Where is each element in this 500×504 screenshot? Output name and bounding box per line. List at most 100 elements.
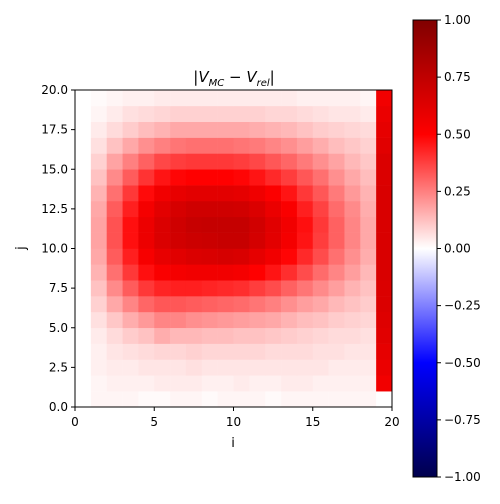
heatmap-cell <box>201 216 218 233</box>
heatmap-cell <box>122 327 139 344</box>
heatmap-cell <box>265 169 282 186</box>
heatmap-cell <box>376 121 393 138</box>
y-tick-label: 2.5 <box>49 360 68 374</box>
heatmap-cell <box>344 137 361 154</box>
heatmap-cell <box>265 343 282 360</box>
heatmap-cell <box>360 105 377 122</box>
heatmap-cell <box>376 327 393 344</box>
heatmap-cell <box>90 232 107 249</box>
heatmap-cell <box>376 391 393 408</box>
heatmap-cell <box>217 137 234 154</box>
heatmap-cell <box>296 296 314 313</box>
heatmap-cell <box>217 375 234 392</box>
heatmap-cell <box>138 121 155 138</box>
heatmap-cell <box>312 375 329 392</box>
x-tick-label: 0 <box>71 415 79 429</box>
heatmap-cell <box>154 169 171 186</box>
heatmap-cell <box>376 296 393 313</box>
heatmap-cell <box>281 105 298 122</box>
heatmap-cell <box>328 105 345 122</box>
heatmap-cell <box>75 343 92 360</box>
heatmap-cell <box>185 185 203 202</box>
heatmap-cell <box>90 359 107 376</box>
heatmap-cell <box>328 232 345 249</box>
heatmap-cell <box>185 375 203 392</box>
heatmap-cell <box>265 296 282 313</box>
heatmap-cell <box>217 105 234 122</box>
heatmap-cell <box>90 169 107 186</box>
heatmap-cell <box>328 391 345 408</box>
heatmap-cell <box>170 264 187 281</box>
heatmap-cell <box>249 185 266 202</box>
heatmap-cell <box>360 311 377 329</box>
heatmap-cell <box>376 153 393 170</box>
heatmap-cell <box>185 90 203 107</box>
heatmap-cell <box>185 311 203 329</box>
heatmap-cell <box>154 343 171 360</box>
heatmap-cell <box>185 391 203 408</box>
heatmap-cell <box>360 153 377 170</box>
y-tick-label: 0.0 <box>49 400 68 414</box>
heatmap-cell <box>376 185 393 202</box>
heatmap-cell <box>90 327 107 344</box>
heatmap-cell <box>106 137 123 154</box>
heatmap-cell <box>154 391 171 408</box>
heatmap-cell <box>296 121 314 138</box>
heatmap-cell <box>265 200 282 218</box>
x-axis-ticks: 0 5 10 15 20 <box>71 407 400 429</box>
heatmap-cell <box>185 280 203 297</box>
heatmap-cell <box>154 327 171 344</box>
heatmap-cell <box>75 153 92 170</box>
heatmap-cell <box>312 343 329 360</box>
heatmap-cell <box>201 375 218 392</box>
heatmap-cell <box>170 185 187 202</box>
x-tick-label: 10 <box>226 415 241 429</box>
heatmap-cell <box>90 296 107 313</box>
heatmap-cell <box>376 137 393 154</box>
heatmap-cell <box>217 280 234 297</box>
title-sub2: rel <box>257 78 270 89</box>
heatmap-cell <box>154 280 171 297</box>
heatmap-cell <box>265 185 282 202</box>
heatmap-cell <box>106 232 123 249</box>
heatmap-cell <box>154 105 171 122</box>
heatmap-cell <box>122 248 139 265</box>
heatmap-cell <box>122 121 139 138</box>
heatmap-cell <box>249 232 266 249</box>
heatmap-cell <box>328 200 345 218</box>
heatmap-cell <box>344 311 361 329</box>
heatmap-cell <box>249 153 266 170</box>
heatmap-cell <box>265 327 282 344</box>
heatmap-cell <box>233 137 250 154</box>
heatmap-cell <box>122 90 139 107</box>
heatmap-cell <box>122 264 139 281</box>
heatmap-cell <box>154 296 171 313</box>
heatmap-cell <box>90 311 107 329</box>
heatmap-cell <box>154 311 171 329</box>
heatmap-cell <box>312 248 329 265</box>
heatmap-cell <box>233 153 250 170</box>
heatmap-cell <box>201 391 218 408</box>
heatmap-cell <box>106 375 123 392</box>
heatmap-cell <box>265 121 282 138</box>
heatmap-cell <box>138 343 155 360</box>
heatmap-cell <box>249 200 266 218</box>
heatmap-cell <box>217 391 234 408</box>
heatmap-cell <box>90 153 107 170</box>
heatmap-cell <box>376 248 393 265</box>
heatmap-cell <box>138 185 155 202</box>
heatmap-cell <box>296 264 314 281</box>
heatmap-cell <box>122 200 139 218</box>
heatmap-cell <box>154 216 171 233</box>
heatmap-cell <box>344 105 361 122</box>
heatmap-cell <box>360 200 377 218</box>
heatmap-cell <box>249 280 266 297</box>
y-tick-label: 7.5 <box>49 281 68 295</box>
heatmap-cell <box>344 90 361 107</box>
heatmap-cell <box>312 105 329 122</box>
heatmap-cell <box>185 296 203 313</box>
heatmap-cell <box>106 359 123 376</box>
heatmap-cell <box>138 327 155 344</box>
